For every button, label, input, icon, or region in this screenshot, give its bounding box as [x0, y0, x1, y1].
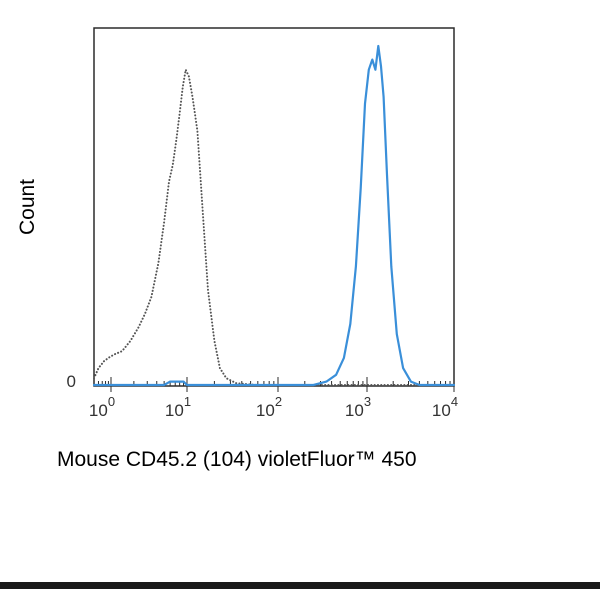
histogram-series — [92, 44, 456, 387]
x-tick-label: 101 — [165, 394, 191, 420]
x-tick-label: 104 — [432, 394, 458, 420]
x-axis-title: Mouse CD45.2 (104) violetFluor™ 450 — [57, 448, 417, 471]
x-tick-label: 103 — [345, 394, 371, 420]
histogram-line-control-dotted — [93, 68, 455, 386]
x-tick-labels: 100 101 102 103 104 — [89, 394, 458, 420]
y-tick-label: 0 — [67, 372, 76, 391]
bottom-border-strip — [0, 582, 600, 589]
y-tick-labels: 0 — [67, 372, 76, 391]
x-tick-label: 100 — [89, 394, 115, 420]
histogram-line-stained-blue — [92, 44, 456, 387]
x-tick-label: 102 — [256, 394, 282, 420]
y-axis-title: Count — [16, 179, 39, 235]
plot-frame — [93, 27, 455, 387]
